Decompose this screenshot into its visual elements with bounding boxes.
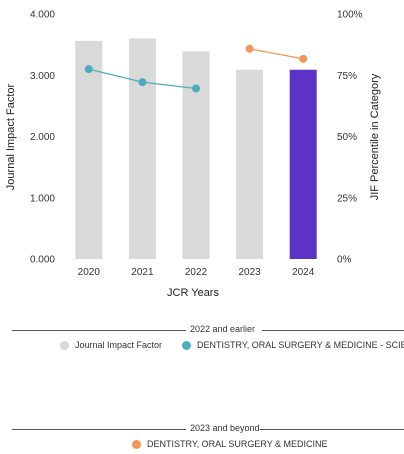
- series-point-0: [84, 65, 93, 74]
- legend-group-2: 2023 and beyond DENTISTRY, ORAL SURGERY …: [0, 423, 404, 449]
- bar: [128, 38, 156, 259]
- series-point-1: [299, 54, 308, 63]
- legend-label-dentistry: DENTISTRY, ORAL SURGERY & MEDICINE: [147, 439, 328, 449]
- y-tick-label: 1.000: [30, 193, 55, 204]
- y-tick-label: 3.000: [30, 71, 55, 82]
- x-axis-title: JCR Years: [167, 287, 219, 299]
- series-point-1: [245, 44, 254, 53]
- y-tick-label: 0.000: [30, 255, 55, 266]
- y2-tick-label: 0%: [337, 255, 352, 266]
- series-point-0: [138, 78, 147, 87]
- legend-swatch-scie: [182, 340, 192, 350]
- legend-group-1-title: 2022 and earlier: [190, 324, 256, 334]
- bar: [289, 69, 317, 259]
- jif-chart: Journal Impact Factor JIF Percentile in …: [5, 10, 381, 300]
- legend-group-2-title: 2023 and beyond: [190, 423, 260, 433]
- y2-axis-title: JIF Percentile in Category: [369, 73, 381, 200]
- y2-tick-label: 25%: [337, 193, 357, 204]
- legend-label-scie: DENTISTRY, ORAL SURGERY & MEDICINE - SCI…: [197, 340, 404, 350]
- legend-group-1: 2022 and earlier Journal Impact Factor D…: [0, 324, 404, 350]
- y-tick-label: 2.000: [30, 132, 55, 143]
- legend-swatch-jif: [60, 340, 69, 350]
- bar: [236, 69, 264, 259]
- y2-tick-label: 75%: [337, 71, 357, 82]
- legend-swatch-dentistry: [132, 439, 141, 449]
- bar: [182, 51, 210, 259]
- y-axis-title: Journal Impact Factor: [5, 83, 17, 190]
- legend-label-jif: Journal Impact Factor: [75, 340, 163, 350]
- series-line-1: [249, 48, 304, 60]
- x-tick-label: 2024: [292, 267, 315, 278]
- series-point-0: [192, 84, 200, 93]
- x-tick-label: 2020: [78, 267, 101, 278]
- y-tick-label: 4.000: [30, 10, 55, 21]
- y2-tick-label: 50%: [337, 132, 357, 143]
- y2-tick-label: 100%: [337, 10, 363, 21]
- x-tick-label: 2023: [238, 267, 261, 278]
- bar: [75, 40, 103, 260]
- x-tick-label: 2022: [185, 267, 208, 278]
- x-tick-label: 2021: [131, 267, 154, 278]
